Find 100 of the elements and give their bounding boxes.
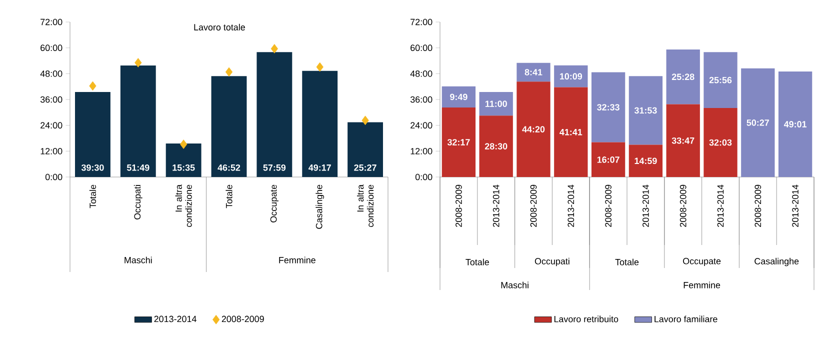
x-tick-label: In altra condizione	[175, 184, 192, 227]
y-tick-label: 60:00	[40, 44, 62, 52]
bar	[479, 116, 513, 177]
y-tick-label: 0:00	[45, 174, 62, 180]
y-tick-label: 24:00	[410, 122, 432, 129]
data-label: 50:27	[746, 120, 769, 126]
point	[362, 116, 369, 126]
legend-label: 2013-2014	[154, 316, 196, 322]
data-label: 14:59	[634, 158, 657, 164]
x-tick-label: 2008-2009	[754, 184, 762, 227]
data-label: 44:20	[522, 126, 545, 132]
data-label: 39:30	[81, 164, 104, 171]
data-label: 32:33	[597, 104, 620, 110]
bar	[442, 86, 476, 108]
data-label: 28:30	[484, 143, 508, 150]
x-tick-label: 2008-2009	[530, 184, 537, 227]
text: Maschi	[124, 256, 152, 264]
data-label: 9:49	[450, 94, 468, 100]
bar	[516, 82, 550, 177]
y-tick-label: 24:00	[40, 122, 62, 129]
text: Femmine	[684, 282, 720, 288]
point	[134, 58, 142, 68]
y-tick-label: 72:00	[40, 18, 62, 26]
data-label: 57:59	[263, 164, 286, 171]
data-label: 51:49	[126, 164, 150, 171]
y-tick-label: 12:00	[40, 148, 62, 154]
data-label: 10:09	[560, 73, 582, 80]
y-tick-label: 72:00	[410, 18, 432, 26]
x-tick-label: 2008-2009	[680, 184, 686, 227]
point	[316, 62, 324, 72]
y-tick-label: 48:00	[410, 70, 432, 77]
text: Maschi	[501, 282, 528, 288]
bar	[479, 92, 513, 116]
bar	[348, 122, 383, 177]
bar	[75, 92, 110, 177]
text: Occupate	[683, 258, 721, 266]
data-label: 49:01	[784, 121, 807, 128]
bar	[591, 142, 626, 177]
x-tick-label: Casalinghe	[316, 184, 324, 229]
bar	[554, 87, 588, 177]
bar	[704, 108, 738, 177]
bar	[442, 108, 476, 177]
y-tick-label: 60:00	[410, 44, 432, 52]
text: Femmine	[279, 256, 316, 264]
data-label: 25:27	[354, 164, 376, 171]
data-label: 46:52	[218, 164, 240, 171]
data-label: 15:35	[172, 164, 195, 171]
data-label: 16:07	[597, 156, 620, 163]
x-tick-label: 2013-2014	[568, 184, 574, 227]
data-label: 25:28	[672, 74, 694, 80]
data-label: 32:03	[709, 139, 732, 146]
y-tick-label: 12:00	[410, 148, 432, 154]
y-tick-label: 48:00	[40, 70, 62, 77]
bar	[554, 65, 588, 88]
y-tick-label: 36:00	[40, 96, 62, 103]
legend-label: 2008-2009	[222, 316, 264, 322]
data-label: 41:41	[560, 129, 582, 136]
data-label: 32:17	[447, 139, 470, 146]
chart-title: Lavoro totale	[194, 24, 245, 30]
x-tick-label: 2013-2014	[492, 184, 500, 227]
x-tick-label: Totale	[226, 184, 232, 208]
x-tick-label: Totale	[89, 184, 96, 208]
x-tick-label: Occupati	[134, 185, 142, 220]
bar	[211, 76, 247, 177]
bar	[302, 70, 338, 177]
x-tick-label: 2008-2009	[605, 184, 612, 227]
legend-label: Lavoro familiare	[654, 316, 718, 322]
bar	[778, 71, 812, 177]
data-label: 49:17	[308, 164, 331, 171]
bar	[741, 68, 775, 177]
x-tick-label: 2013-2014	[642, 184, 649, 227]
x-tick-label: In altra condizione	[357, 184, 374, 227]
bar	[516, 62, 550, 82]
y-tick-label: 36:00	[410, 96, 432, 103]
bar	[704, 52, 738, 108]
legend-label: Lavoro retribuito	[554, 316, 618, 322]
data-label: 11:00	[485, 100, 507, 107]
data-label: 8:41	[524, 69, 542, 76]
y-tick-label: 0:00	[415, 174, 432, 180]
bar	[120, 65, 156, 177]
bar	[628, 144, 663, 177]
point	[270, 44, 278, 54]
point	[89, 81, 96, 91]
point	[225, 67, 233, 77]
x-tick-label: 2013-2014	[717, 184, 724, 227]
bar	[591, 72, 626, 142]
bar	[256, 52, 292, 177]
x-tick-label: 2013-2014	[792, 184, 798, 227]
data-label: 25:56	[709, 76, 732, 84]
bar	[166, 143, 202, 177]
bar	[666, 104, 700, 177]
bar	[666, 49, 700, 104]
text: Totale	[615, 258, 639, 266]
text: Casalinghe	[754, 258, 799, 266]
bar	[628, 76, 663, 145]
text: Occupati	[534, 258, 570, 266]
data-label: 33:47	[672, 137, 694, 144]
text: Totale	[466, 258, 489, 266]
x-tick-label: 2008-2009	[456, 184, 462, 227]
point	[180, 140, 188, 149]
